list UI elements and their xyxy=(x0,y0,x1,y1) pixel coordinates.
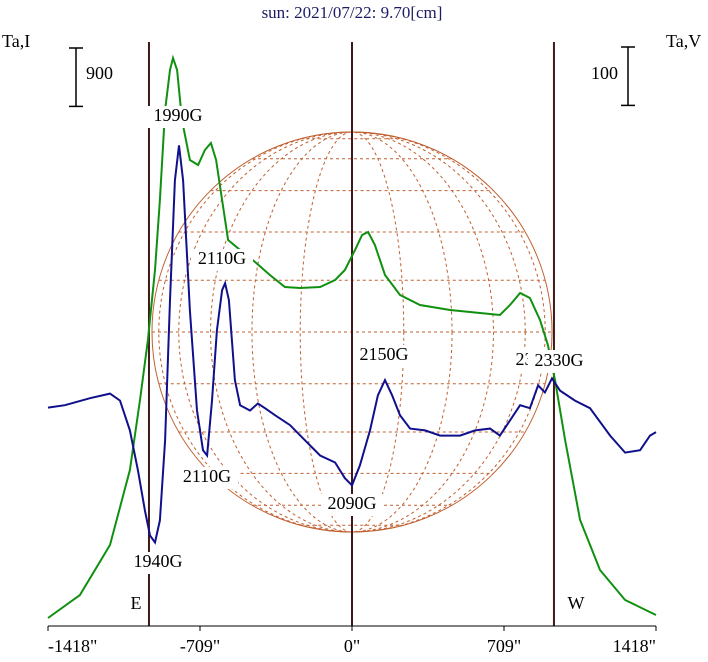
annotation: 2330G xyxy=(535,350,584,370)
annotation: 2110G xyxy=(198,248,246,268)
x-tick-label: 709" xyxy=(487,636,521,656)
annotation-bg xyxy=(321,494,383,516)
x-tick-label: -709" xyxy=(180,636,220,656)
annotation-bg xyxy=(353,345,415,367)
annotation: 1940G xyxy=(134,551,183,571)
scale-label: 900 xyxy=(86,63,113,83)
annotation-bg xyxy=(176,467,238,489)
x-tick-label: 1418" xyxy=(613,636,656,656)
scale-label: 100 xyxy=(591,63,618,83)
annotation-bg xyxy=(127,552,189,574)
plot: -1418" -709" 0" 709" 1418" 900 100 1990G 2110G 21… xyxy=(47,42,657,656)
limb-label: W xyxy=(568,593,585,613)
annotation: 2110G xyxy=(183,466,231,486)
annotation: 2090G xyxy=(328,493,377,513)
y2-axis-label: Ta,V xyxy=(666,31,701,51)
x-tick-label: -1418" xyxy=(48,636,97,656)
annotation-bg xyxy=(191,249,253,271)
y-axis-label: Ta,I xyxy=(2,31,30,51)
annotation: 1990G xyxy=(154,105,203,125)
data-line xyxy=(47,145,657,545)
meridian xyxy=(299,131,405,533)
annotation-bg xyxy=(147,106,209,128)
annotation-bg xyxy=(528,351,590,373)
limb-label: E xyxy=(131,593,142,613)
annotation: 2150G xyxy=(360,344,409,364)
chart-title: sun: 2021/07/22: 9.70[cm] xyxy=(262,3,443,22)
x-tick-label: 0" xyxy=(344,636,360,656)
